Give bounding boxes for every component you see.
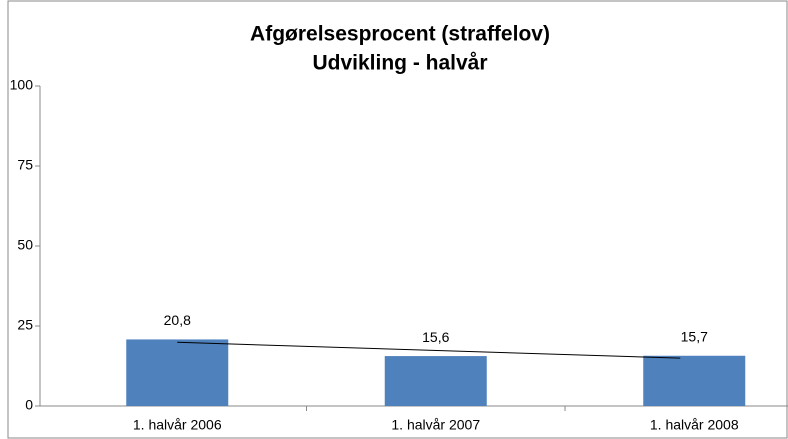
x-tick-label: 1. halvår 2007 <box>391 417 480 433</box>
x-tick-label: 1. halvår 2008 <box>650 417 739 433</box>
y-tick-label: 0 <box>25 397 33 413</box>
data-label: 15,7 <box>681 328 708 344</box>
chart-title: Afgørelsesprocent (straffelov) <box>250 23 550 46</box>
y-tick-label: 50 <box>17 237 33 253</box>
y-tick-label: 75 <box>17 157 33 173</box>
chart-subtitle: Udvikling - halvår <box>312 52 487 75</box>
x-tick-label: 1. halvår 2006 <box>133 417 222 433</box>
y-tick-label: 25 <box>17 317 33 333</box>
trendline <box>177 341 681 359</box>
bar <box>126 339 229 406</box>
data-label: 20,8 <box>164 312 191 328</box>
bar <box>384 356 487 406</box>
y-tick-label: 100 <box>10 77 34 93</box>
bar <box>643 355 746 406</box>
chart-frame <box>7 0 788 439</box>
data-label: 15,6 <box>422 329 449 345</box>
